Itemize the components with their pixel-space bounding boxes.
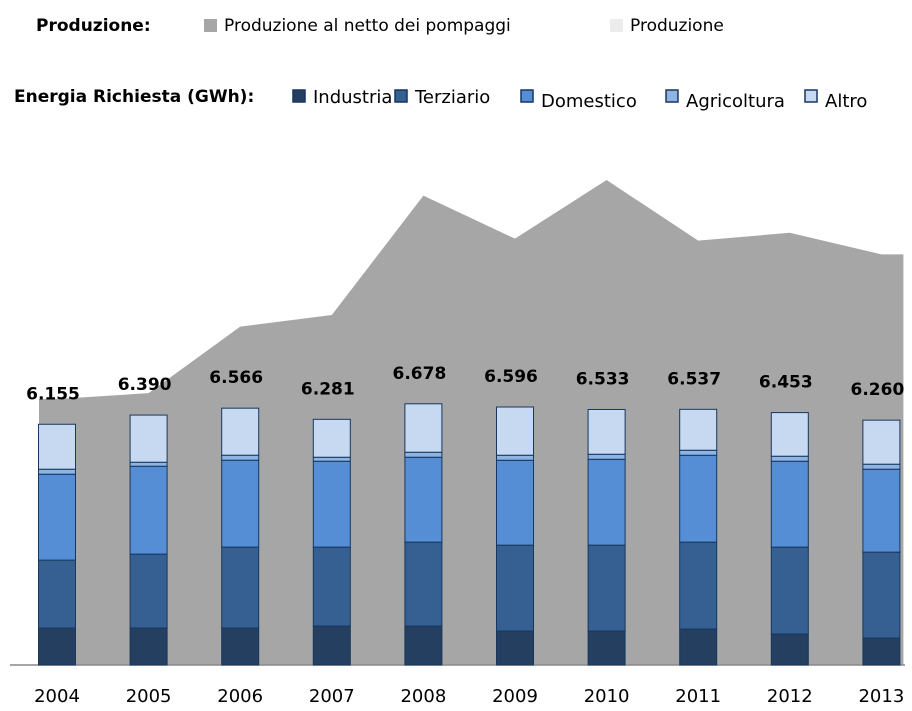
x-tick-label: 2005 bbox=[126, 686, 172, 707]
legend-label: Altro bbox=[825, 91, 867, 112]
bar-segment bbox=[862, 419, 901, 465]
legend-heading: Energia Richiesta (GWh): bbox=[14, 87, 254, 107]
x-tick-label: 2004 bbox=[34, 686, 80, 707]
bar-segment bbox=[679, 454, 718, 543]
bar-segment bbox=[129, 461, 168, 467]
bar-segment bbox=[496, 459, 534, 546]
legend-label: Agricoltura bbox=[686, 91, 785, 112]
bar-segment bbox=[312, 418, 351, 458]
bar-segment bbox=[221, 546, 260, 629]
legend-swatch bbox=[610, 19, 623, 32]
bar-segment bbox=[587, 458, 626, 546]
bar-segment bbox=[38, 473, 76, 561]
bar-segment bbox=[221, 459, 260, 548]
bar-segment bbox=[221, 407, 260, 456]
legend-swatch bbox=[292, 89, 306, 103]
bar-segment bbox=[404, 451, 443, 458]
bar-segment bbox=[679, 541, 718, 630]
bar-segment bbox=[312, 456, 351, 462]
legend-label: Industria bbox=[313, 87, 392, 108]
legend-label: Terziario bbox=[414, 87, 490, 108]
bar-segment bbox=[587, 453, 626, 460]
bar-segment bbox=[129, 414, 168, 463]
bar-segment bbox=[862, 551, 901, 639]
bar-segment bbox=[404, 541, 443, 627]
legend-label: Domestico bbox=[541, 91, 637, 112]
x-tick-label: 2009 bbox=[492, 686, 538, 707]
legend-swatch bbox=[804, 89, 818, 103]
bar-segment bbox=[587, 408, 626, 455]
bar-segment bbox=[862, 463, 901, 470]
legend-swatch bbox=[665, 89, 679, 103]
bar-segment bbox=[862, 637, 901, 666]
bar-segment bbox=[38, 559, 76, 629]
bar-segment bbox=[38, 468, 76, 475]
bar-segment bbox=[770, 412, 809, 457]
legend-heading: Produzione: bbox=[36, 16, 151, 36]
x-tick-label: 2012 bbox=[767, 686, 813, 707]
bar-segment bbox=[770, 455, 809, 462]
x-tick-label: 2006 bbox=[217, 686, 263, 707]
x-tick-label: 2008 bbox=[400, 686, 446, 707]
bar-segment bbox=[129, 553, 168, 629]
legend-swatch bbox=[520, 89, 534, 103]
bar-segment bbox=[679, 408, 718, 451]
legend-label: Produzione bbox=[630, 16, 724, 36]
bar-segment bbox=[862, 468, 901, 553]
bar-segment bbox=[312, 625, 351, 666]
bar-segment bbox=[221, 454, 260, 461]
total-label: 6.533 bbox=[576, 369, 630, 389]
total-label: 6.453 bbox=[759, 373, 813, 393]
bar-segment bbox=[404, 403, 443, 453]
bar-segment bbox=[312, 460, 351, 548]
bar-segment bbox=[587, 544, 626, 632]
bar-segment bbox=[38, 423, 76, 470]
bar-segment bbox=[496, 630, 534, 666]
bar-segment bbox=[129, 627, 168, 666]
bar-segment bbox=[770, 546, 809, 635]
legend-swatch bbox=[394, 89, 408, 103]
bar-segment bbox=[679, 449, 718, 456]
bar-segment bbox=[221, 627, 260, 666]
x-tick-label: 2010 bbox=[584, 686, 630, 707]
legend-label: Produzione al netto dei pompaggi bbox=[224, 16, 511, 36]
x-tick-label: 2011 bbox=[675, 686, 721, 707]
x-tick-label: 2007 bbox=[309, 686, 355, 707]
bar-segment bbox=[770, 633, 809, 666]
bar-segment bbox=[679, 628, 718, 666]
legend-swatch bbox=[204, 19, 217, 32]
x-tick-label: 2013 bbox=[858, 686, 904, 707]
bar-segment bbox=[496, 544, 534, 632]
bar-segment bbox=[38, 627, 76, 666]
total-label: 6.281 bbox=[301, 379, 355, 399]
total-label: 6.678 bbox=[393, 364, 447, 384]
bar-segment bbox=[404, 456, 443, 543]
bar-segment bbox=[587, 630, 626, 666]
total-label: 6.537 bbox=[667, 369, 721, 389]
bar-segment bbox=[496, 454, 534, 461]
bar-segment bbox=[312, 546, 351, 627]
bar-segment bbox=[496, 406, 534, 456]
total-label: 6.596 bbox=[484, 367, 538, 387]
bar-segment bbox=[770, 460, 809, 548]
total-label: 6.566 bbox=[209, 368, 263, 388]
total-label: 6.260 bbox=[851, 380, 905, 400]
total-label: 6.155 bbox=[26, 384, 80, 404]
total-label: 6.390 bbox=[118, 375, 172, 395]
bar-segment bbox=[404, 625, 443, 666]
bar-segment bbox=[129, 465, 168, 555]
